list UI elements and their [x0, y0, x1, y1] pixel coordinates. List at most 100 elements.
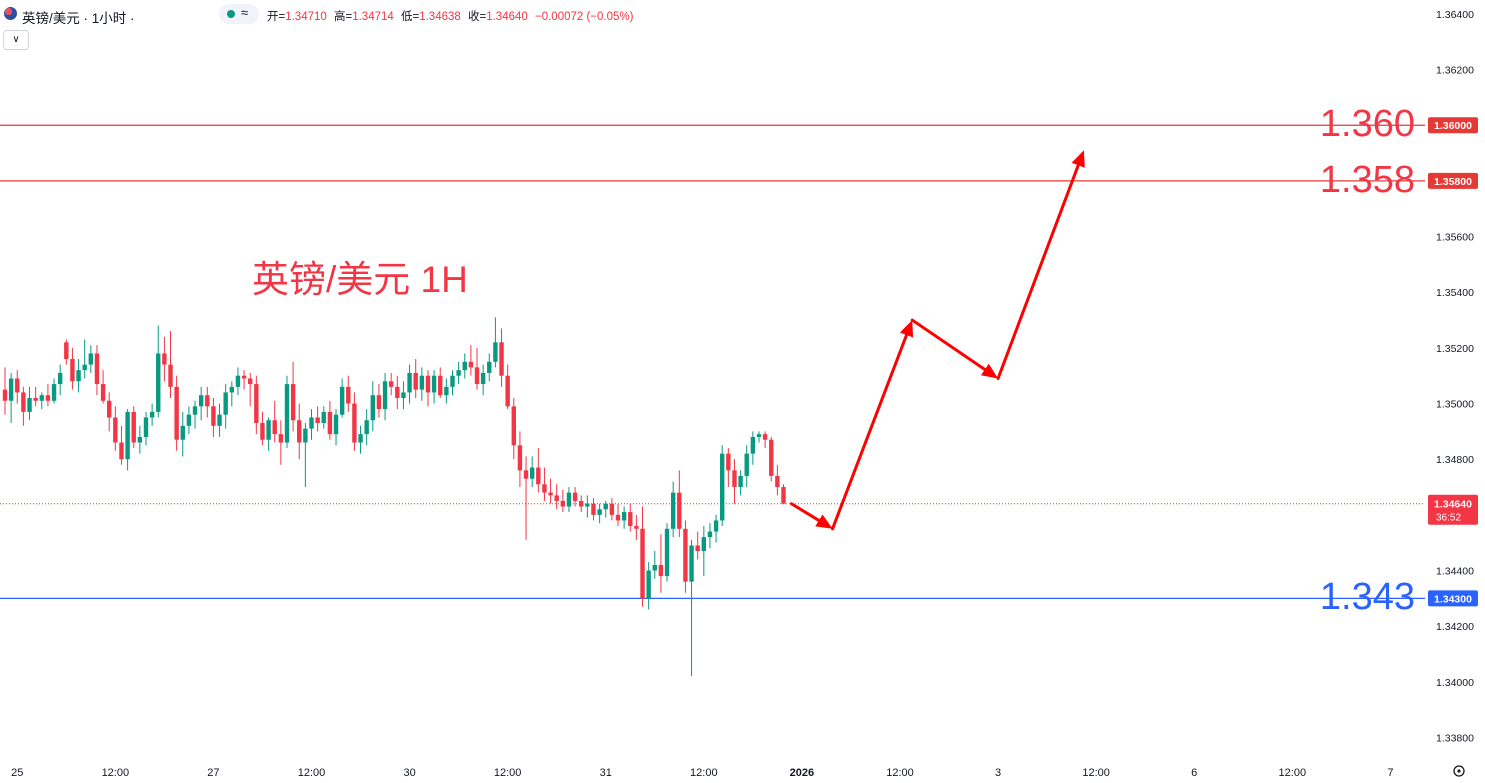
- candle: [425, 370, 431, 407]
- level-label-1343[interactable]: 1.343: [1319, 576, 1415, 619]
- candle-body: [670, 492, 676, 529]
- candle-body: [468, 361, 474, 368]
- candle-body: [272, 420, 277, 435]
- candle-body: [603, 503, 608, 510]
- candle: [499, 328, 504, 387]
- candle-body: [309, 417, 314, 429]
- price-tick-label: 1.35400: [1436, 287, 1474, 299]
- arrow-shaft: [790, 502, 821, 522]
- candle: [750, 431, 756, 465]
- candle: [695, 531, 700, 560]
- candle: [223, 384, 228, 429]
- candle: [713, 514, 719, 543]
- gbp-usd-flag-icon: [4, 7, 17, 20]
- candle: [474, 347, 480, 390]
- candle-body: [621, 512, 627, 521]
- time-tick-label: 27: [207, 767, 219, 779]
- time-tick-label: 25: [11, 767, 23, 779]
- candle-body: [21, 392, 26, 412]
- candle: [517, 431, 523, 488]
- candle-body: [695, 545, 700, 552]
- candle-body: [119, 442, 124, 460]
- horizontal-levels[interactable]: [0, 124, 1425, 600]
- candle-body: [15, 378, 20, 393]
- low-value: 1.34638: [419, 11, 461, 23]
- candle-body: [8, 378, 14, 401]
- price-axis[interactable]: 1.36400 1.36200 1.36000 1.35800 1.35600 1.354…: [1428, 9, 1478, 745]
- candle-body: [217, 414, 222, 426]
- arrowhead: [899, 320, 914, 338]
- candle: [707, 523, 713, 549]
- candle: [585, 495, 590, 518]
- candle: [309, 409, 314, 440]
- candle: [241, 370, 247, 390]
- candle-body: [628, 512, 633, 527]
- candle-body: [683, 528, 688, 582]
- candle-body: [511, 406, 516, 446]
- open-value: 1.34710: [285, 11, 327, 23]
- time-tick-label: 12:00: [1082, 767, 1110, 779]
- level-tag-text: 1.36000: [1434, 120, 1472, 132]
- candle: [100, 370, 106, 404]
- candle-body: [352, 403, 357, 443]
- candle-body: [456, 370, 461, 376]
- candle: [364, 409, 369, 446]
- candle: [677, 470, 682, 538]
- candle-body: [168, 364, 173, 387]
- candle: [431, 370, 437, 404]
- candle: [395, 375, 400, 410]
- candle: [82, 339, 87, 379]
- candle: [2, 367, 8, 415]
- candle: [327, 400, 333, 440]
- candle-body: [211, 406, 216, 426]
- candle: [186, 406, 192, 435]
- annotation-title[interactable]: 英镑/美元 1H: [252, 259, 468, 300]
- time-tick-label: 12:00: [494, 767, 522, 779]
- candle: [162, 336, 167, 382]
- level-price-tag-2: 1.34300: [1428, 590, 1478, 607]
- candle-body: [64, 342, 69, 360]
- wave-icon: ≈: [241, 5, 249, 20]
- candle-body: [297, 420, 302, 443]
- candle: [462, 353, 467, 379]
- level-label-1358[interactable]: 1.358: [1319, 158, 1415, 201]
- time-axis[interactable]: 25 12:00 27 12:00 30 12:00 31 12:00 2026 12:00 3 12…: [11, 767, 1393, 779]
- candle: [621, 506, 627, 529]
- candle: [720, 445, 725, 527]
- candle-body: [395, 386, 400, 398]
- close-label: 收=: [468, 11, 487, 23]
- candle: [769, 436, 774, 482]
- level-tag-text: 1.34300: [1434, 593, 1472, 605]
- candle: [21, 386, 26, 426]
- low-label: 低=: [401, 11, 420, 23]
- candle-body: [529, 467, 535, 479]
- symbol-title[interactable]: 英镑/美元 · 1小时 ·: [22, 11, 135, 26]
- candle: [726, 448, 731, 488]
- candle: [664, 523, 670, 582]
- candle-body: [39, 395, 44, 401]
- candle: [456, 361, 461, 385]
- candle: [303, 423, 308, 488]
- candle-body: [290, 384, 296, 421]
- forecast-arrows[interactable]: [790, 150, 1085, 531]
- candle: [775, 464, 780, 496]
- candle-body: [554, 495, 559, 501]
- candle-body: [781, 487, 786, 504]
- candle: [315, 406, 320, 432]
- collapse-chevron-down-icon[interactable]: ∨: [3, 30, 29, 50]
- candle-body: [174, 386, 179, 440]
- candle: [8, 372, 14, 424]
- settings-gear-icon[interactable]: [1453, 765, 1465, 777]
- candle-body: [591, 503, 596, 515]
- candle: [781, 484, 786, 504]
- candle-body: [358, 434, 363, 443]
- candle: [333, 409, 339, 446]
- candle-body: [720, 453, 725, 521]
- candle-body: [517, 445, 523, 471]
- level-label-1360[interactable]: 1.360: [1319, 103, 1415, 146]
- candle-body: [775, 475, 780, 488]
- last-price-tag: 1.34640 36:52: [1428, 494, 1478, 525]
- market-status-pill[interactable]: ≈: [219, 4, 259, 24]
- candle-body: [241, 375, 247, 379]
